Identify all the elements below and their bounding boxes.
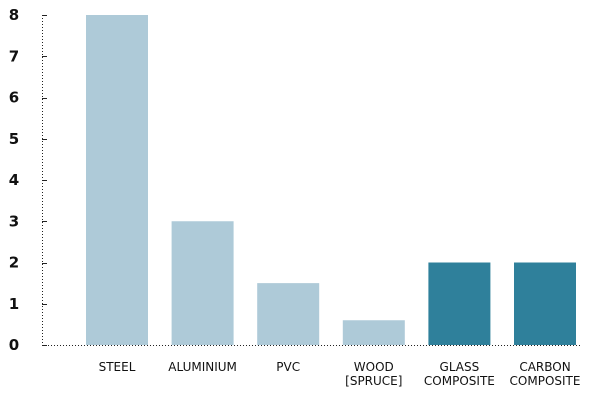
bars xyxy=(86,15,576,345)
category-label: STEEL xyxy=(99,360,136,374)
y-tick-label: 4 xyxy=(9,171,19,189)
bar xyxy=(342,320,405,345)
category-label: WOOD [SPRUCE] xyxy=(345,360,402,388)
category-label: ALUMINIUM xyxy=(168,360,237,374)
category-label: PVC xyxy=(276,360,300,374)
category-label: GLASS COMPOSITE xyxy=(424,360,495,388)
y-tick-label: 8 xyxy=(9,6,19,24)
y-tick-label: 2 xyxy=(9,254,19,272)
bar xyxy=(86,15,148,345)
bar xyxy=(514,262,576,345)
category-labels: STEEL ALUMINIUM PVC WOOD [SPRUCE] GLASS COMPOS… xyxy=(99,360,581,388)
category-label: CARBON COMPOSITE xyxy=(510,360,581,388)
y-tick-label: 7 xyxy=(9,47,19,65)
bar xyxy=(171,221,234,345)
y-axis: 0 1 2 3 4 5 6 7 8 xyxy=(9,6,47,354)
y-tick-label: 6 xyxy=(9,89,19,107)
bar xyxy=(428,262,491,345)
y-tick-label: 5 xyxy=(9,130,19,148)
y-tick-label: 0 xyxy=(9,336,19,354)
y-tick-label: 3 xyxy=(9,212,19,230)
bar xyxy=(257,283,320,345)
y-tick-label: 1 xyxy=(9,295,19,313)
